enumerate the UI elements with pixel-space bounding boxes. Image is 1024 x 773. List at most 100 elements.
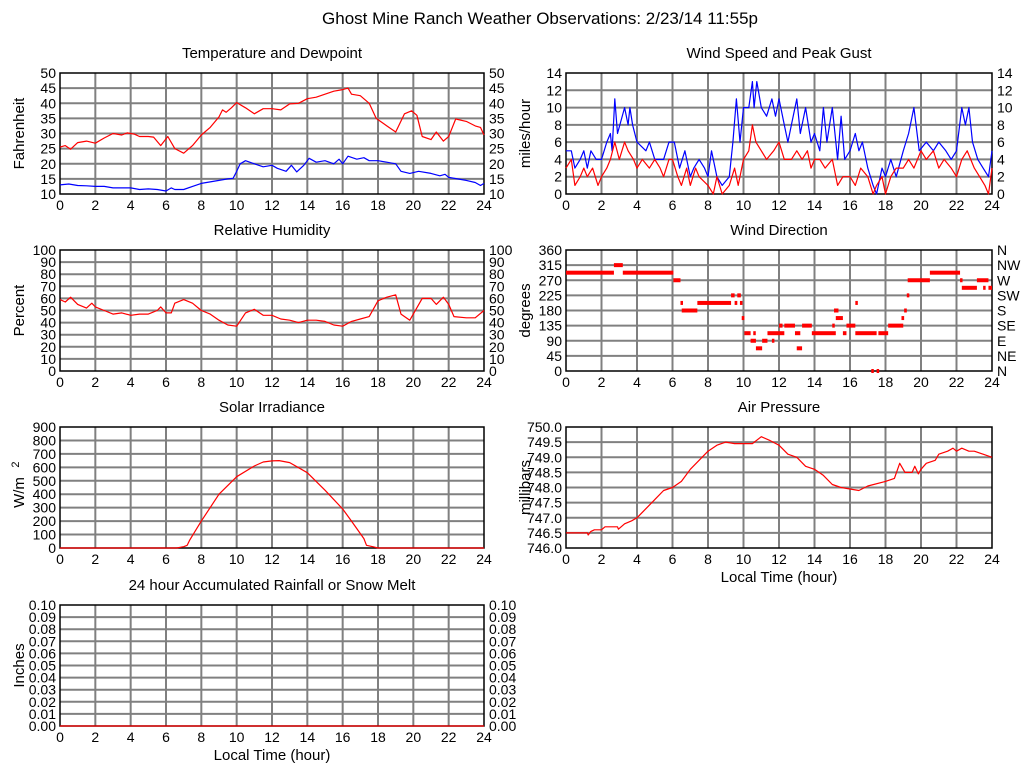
y-tick-label: 80 — [40, 266, 56, 282]
right-tick-label: N — [997, 242, 1007, 258]
x-tick-label: 18 — [878, 197, 894, 213]
x-tick-label: 4 — [633, 551, 641, 567]
x-tick-label: 2 — [598, 197, 606, 213]
temperature-line — [59, 87, 485, 154]
plot-frame — [59, 72, 485, 195]
x-tick-label: 12 — [771, 551, 787, 567]
right-tick-label: 2 — [997, 169, 1005, 185]
wind-direction-mark — [855, 300, 858, 305]
plot-frame — [565, 426, 993, 549]
x-tick-label: 10 — [229, 551, 245, 567]
y-tick-label: 90 — [546, 333, 562, 349]
wind-speed-line — [565, 124, 993, 195]
right-tick-label: W — [997, 272, 1011, 288]
x-tick-label: 20 — [406, 729, 422, 745]
x-tick-label: 22 — [441, 551, 457, 567]
right-tick-label: 70 — [489, 278, 505, 294]
y-tick-label: 35 — [40, 110, 56, 126]
x-tick-label: 0 — [562, 197, 570, 213]
x-tick-label: 6 — [162, 729, 170, 745]
x-tick-label: 20 — [913, 374, 929, 390]
y-tick-label: 20 — [40, 156, 56, 172]
x-tick-label: 20 — [406, 197, 422, 213]
x-tick-label: 2 — [91, 374, 99, 390]
wind-direction-mark — [750, 338, 756, 343]
y-tick-label: 315 — [539, 257, 563, 273]
y-tick-label: 10 — [546, 100, 562, 116]
right-tick-label: 15 — [489, 171, 505, 187]
x-tick-label: 2 — [91, 197, 99, 213]
wind-direction-mark — [762, 338, 768, 343]
right-tick-label: 0.03 — [489, 682, 516, 698]
x-tick-label: 14 — [300, 197, 316, 213]
x-tick-label: 20 — [406, 374, 422, 390]
y-tick-label: 14 — [546, 65, 562, 81]
x-tick-label: 12 — [771, 197, 787, 213]
right-tick-label: 14 — [997, 65, 1013, 81]
x-tick-label: 22 — [949, 551, 965, 567]
x-tick-label: 18 — [878, 551, 894, 567]
wind-direction-mark — [983, 285, 986, 290]
x-tick-label: 6 — [162, 374, 170, 390]
y-tick-label: 747.5 — [527, 495, 562, 511]
y-tick-label: 0.03 — [29, 682, 56, 698]
right-tick-label: N — [997, 363, 1007, 379]
x-tick-label: 16 — [842, 374, 858, 390]
wind-direction-mark — [802, 323, 812, 328]
y-tick-label: 50 — [40, 303, 56, 319]
chart-title: Wind Direction — [730, 222, 828, 239]
x-tick-label: 10 — [736, 551, 752, 567]
y-tick-label: 135 — [539, 318, 563, 334]
wind-direction-mark — [739, 300, 743, 305]
right-tick-label: 30 — [489, 327, 505, 343]
x-tick-label: 2 — [598, 374, 606, 390]
right-tick-label: 0.10 — [489, 597, 516, 613]
x-tick-label: 24 — [476, 374, 492, 390]
y-tick-label: 800 — [33, 432, 57, 448]
plot-frame — [565, 72, 993, 195]
x-tick-label: 24 — [984, 551, 1000, 567]
x-tick-label: 10 — [229, 197, 245, 213]
right-tick-label: 0.02 — [489, 694, 516, 710]
wind-direction-mark — [835, 316, 843, 321]
x-axis-label: Local Time (hour) — [721, 569, 838, 586]
wind-direction-mark — [697, 300, 732, 305]
x-tick-label: 10 — [229, 729, 245, 745]
y-tick-label: 0.04 — [29, 670, 56, 686]
right-tick-label: 50 — [489, 65, 505, 81]
wind-direction-mark — [888, 323, 904, 328]
wind-direction-mark — [878, 331, 889, 336]
x-tick-label: 6 — [162, 197, 170, 213]
wind-direction-mark — [906, 293, 910, 298]
x-tick-label: 0 — [562, 551, 570, 567]
chart-title: Air Pressure — [738, 399, 821, 416]
y-tick-label: 270 — [539, 272, 563, 288]
wind-direction-mark — [846, 323, 856, 328]
wind-direction-mark — [842, 331, 847, 336]
y-axis-label: millibars — [517, 460, 534, 515]
wind-direction-mark — [731, 293, 735, 298]
x-tick-label: 22 — [441, 197, 457, 213]
x-tick-label: 0 — [56, 551, 64, 567]
right-tick-label: SE — [997, 318, 1016, 334]
y-tick-label: 200 — [33, 513, 57, 529]
right-tick-label: 50 — [489, 303, 505, 319]
right-tick-label: 30 — [489, 126, 505, 142]
x-tick-label: 16 — [842, 197, 858, 213]
x-tick-label: 14 — [300, 729, 316, 745]
wind-direction-mark — [796, 346, 803, 351]
x-tick-label: 8 — [197, 729, 205, 745]
x-tick-label: 10 — [736, 374, 752, 390]
right-tick-label: 0.00 — [489, 718, 516, 734]
y-tick-label: 15 — [40, 171, 56, 187]
right-tick-label: 45 — [489, 80, 505, 96]
wind-direction-mark — [784, 323, 795, 328]
x-tick-label: 14 — [300, 374, 316, 390]
wind-direction-mark — [734, 300, 738, 305]
y-tick-label: 750.0 — [527, 419, 562, 435]
plot-frame — [565, 249, 993, 372]
air-pressure-line — [566, 436, 993, 536]
x-tick-label: 4 — [633, 374, 641, 390]
x-tick-label: 6 — [669, 551, 677, 567]
x-tick-label: 22 — [441, 729, 457, 745]
